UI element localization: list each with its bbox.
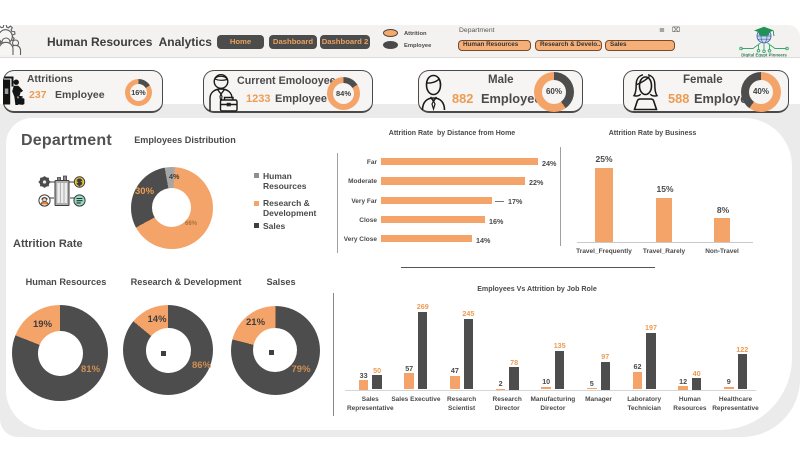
- svg-text:Digital Egypt Pioneers: Digital Egypt Pioneers: [741, 53, 787, 58]
- svg-text:$: $: [77, 178, 82, 187]
